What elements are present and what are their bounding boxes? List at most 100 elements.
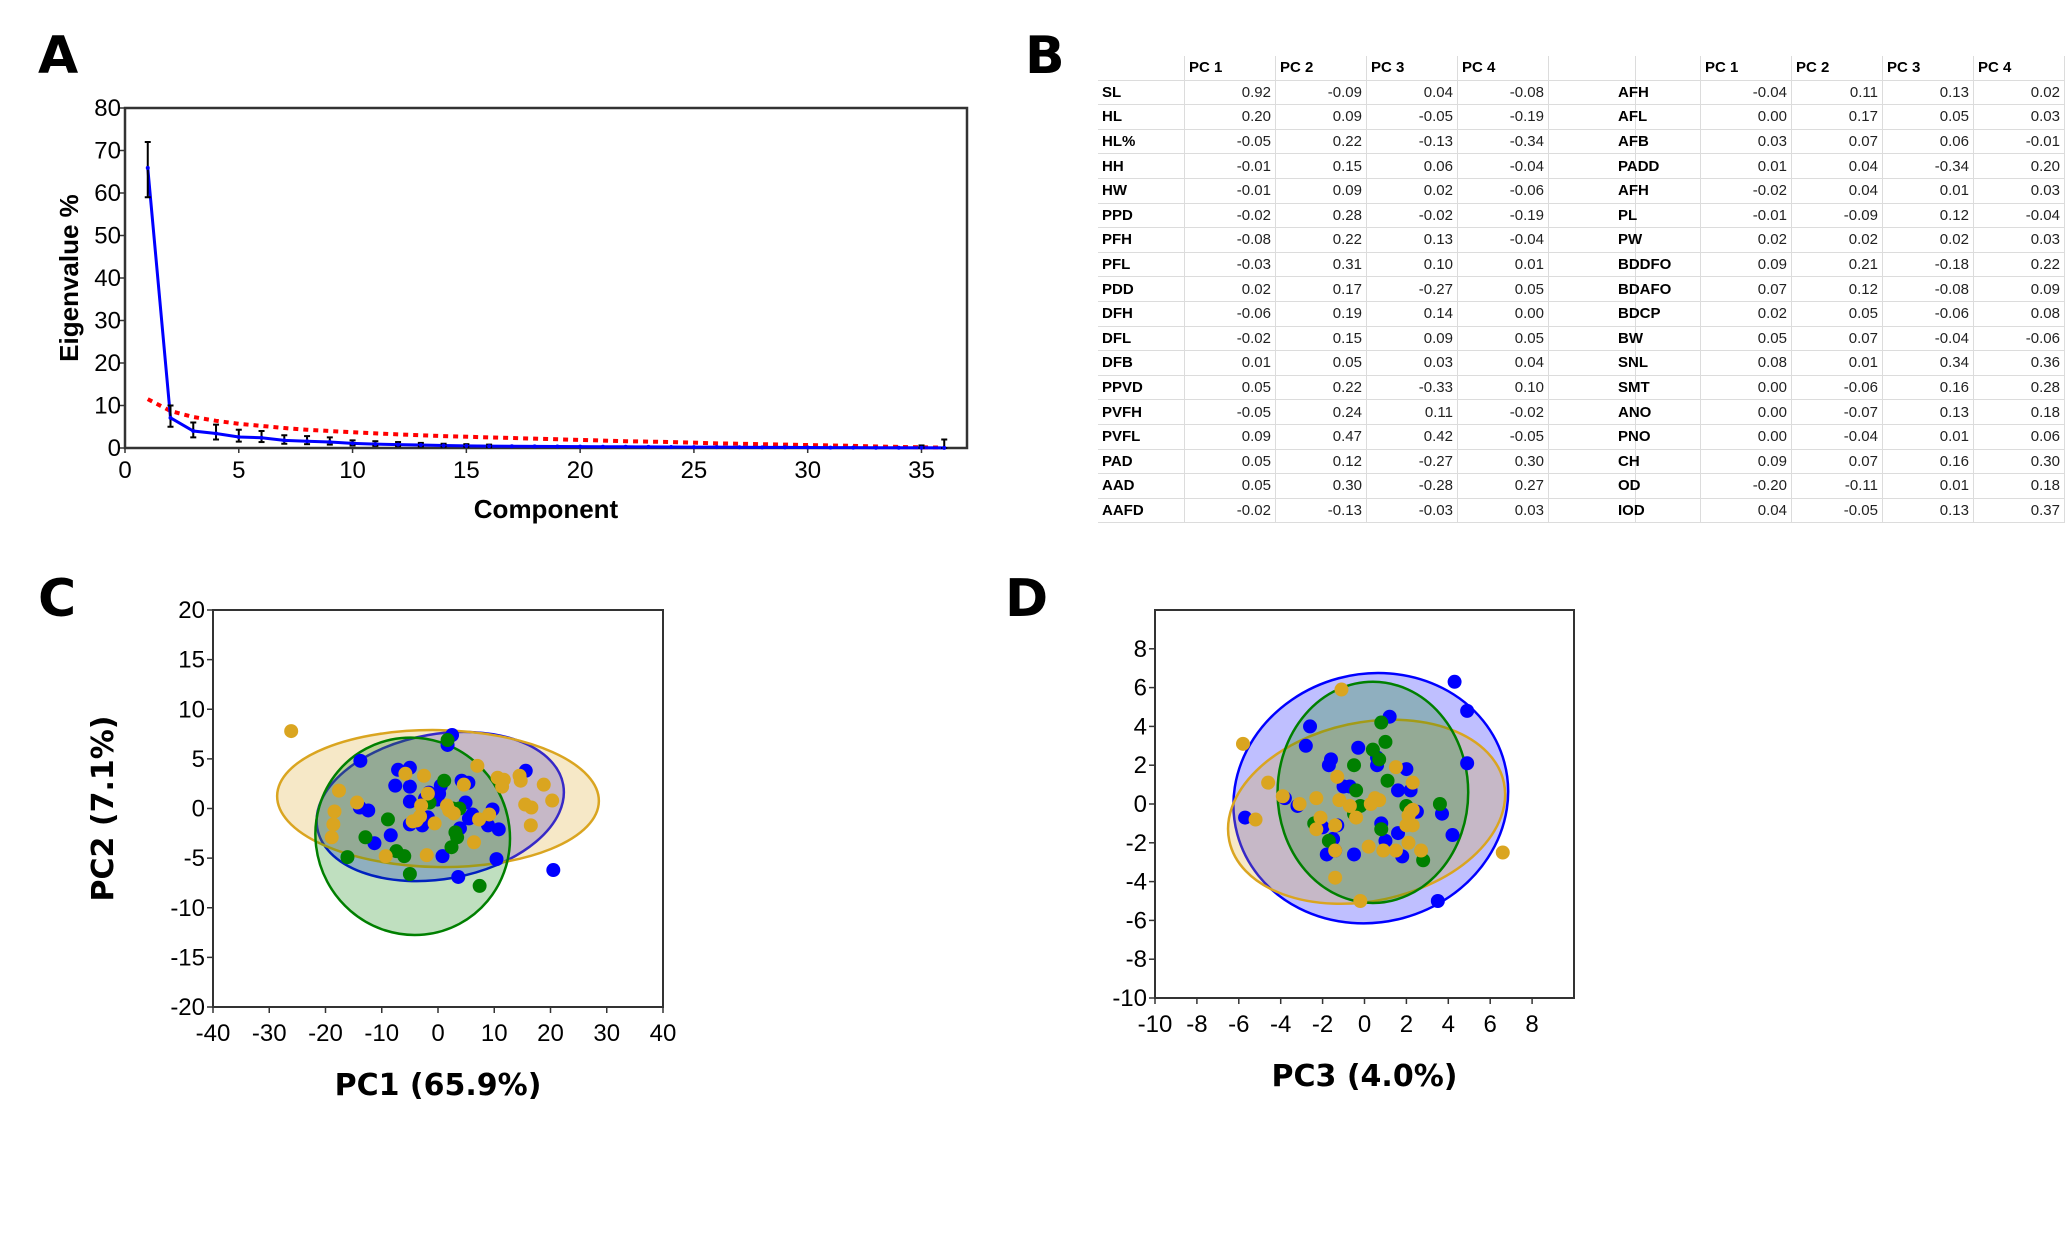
x-tick-label: 20	[537, 1020, 564, 1047]
data-point-group-3	[513, 773, 528, 788]
loading-value: 0.05	[1184, 473, 1276, 499]
loading-value: 0.07	[1791, 128, 1883, 155]
data-point-group-3	[1328, 818, 1343, 833]
loading-value: 0.10	[1457, 374, 1549, 401]
loading-value: 0.06	[1366, 153, 1458, 179]
table-row: AFH -0.04 0.11 0.13 0.02	[1614, 79, 2065, 106]
data-point-group-1	[546, 863, 561, 878]
data-point-group-2	[1374, 715, 1389, 730]
data-point-group-1	[388, 778, 403, 793]
x-tick-label: 25	[681, 457, 708, 484]
panel-label-c: C	[38, 569, 77, 629]
eigenvalue-point	[168, 415, 173, 420]
eigenvalue-point	[555, 444, 560, 449]
loading-value: 0.09	[1973, 276, 2065, 302]
eigenvalue-point	[714, 445, 719, 450]
loading-value: 0.07	[1791, 325, 1883, 352]
data-point-group-3	[470, 758, 485, 773]
x-tick-label: -8	[1186, 1011, 1207, 1038]
loading-value: 0.02	[1791, 227, 1883, 253]
table-row: IOD 0.04 -0.05 0.13 0.37	[1614, 497, 2065, 524]
data-point-group-3	[414, 798, 429, 813]
variable-name: OD	[1614, 473, 1701, 499]
loading-value: 0.10	[1366, 251, 1458, 278]
variable-name: HL%	[1098, 128, 1185, 155]
loading-value: 0.20	[1973, 153, 2065, 179]
table-row: PPVD 0.05 0.22 -0.33 0.10	[1098, 374, 1636, 401]
data-point-group-1	[1460, 756, 1475, 771]
variable-name: SL	[1098, 79, 1185, 106]
scatter-pc1-pc2: -20 -15 -10 -5 0 5 10 15 20 -40 -30 -20 -10 0 10 20 30 40…	[86, 597, 677, 1103]
header-blank	[1614, 56, 1701, 81]
data-point-group-3	[332, 783, 346, 798]
x-tick-label: 40	[650, 1020, 677, 1047]
loading-value: -0.01	[1184, 177, 1276, 204]
table-row: ANO 0.00 -0.07 0.13 0.18	[1614, 399, 2065, 425]
x-tick-label: -6	[1228, 1011, 1249, 1038]
panel-label-a: A	[38, 26, 79, 86]
loading-value: 0.28	[1275, 202, 1367, 229]
data-point-group-3	[1332, 793, 1347, 808]
data-point-group-2	[1380, 773, 1395, 788]
data-point-group-2	[437, 773, 452, 788]
loading-value: 0.19	[1275, 300, 1367, 327]
loading-value: 0.02	[1700, 227, 1792, 253]
variable-name: AFB	[1614, 128, 1701, 155]
data-point-group-1	[1391, 783, 1406, 798]
variable-name: BDCP	[1614, 300, 1701, 327]
loading-value: -0.08	[1882, 276, 1974, 302]
data-point-group-3	[419, 848, 434, 863]
data-point-group-3	[1363, 797, 1378, 811]
data-point-group-3	[1401, 835, 1416, 850]
loading-value: 0.16	[1882, 448, 1974, 475]
x-tick-label: 2	[1400, 1011, 1413, 1038]
data-point-group-3	[1405, 775, 1420, 790]
data-point-group-3	[350, 795, 364, 810]
eigenvalue-point	[373, 442, 378, 447]
data-point-group-3	[1376, 843, 1391, 858]
loading-value: 0.18	[1973, 399, 2065, 425]
loading-value: 0.30	[1457, 448, 1549, 475]
data-point-group-1	[1298, 738, 1313, 753]
variable-name: PFL	[1098, 251, 1185, 278]
eigenvalue-point	[782, 445, 787, 450]
table-row: PDD 0.02 0.17 -0.27 0.05	[1098, 276, 1636, 302]
data-point-group-3	[1330, 769, 1345, 784]
loading-value: -0.05	[1366, 104, 1458, 130]
data-point-group-2	[380, 812, 395, 827]
y-tick-label: 30	[94, 308, 121, 335]
variable-name: DFL	[1098, 325, 1185, 352]
eigenvalue-point	[669, 444, 674, 449]
loading-value: 0.09	[1700, 251, 1792, 278]
loading-value: 0.03	[1366, 350, 1458, 376]
loading-value: 0.11	[1791, 79, 1883, 106]
variable-name: AFH	[1614, 79, 1701, 106]
data-point-group-2	[340, 850, 355, 865]
loading-value: 0.00	[1700, 374, 1792, 401]
loading-value: 0.03	[1973, 227, 2065, 253]
data-point-group-3	[524, 800, 539, 815]
loading-value: -0.06	[1791, 374, 1883, 401]
variable-name: PNO	[1614, 423, 1701, 450]
data-point-group-3	[467, 835, 481, 850]
data-point-group-2	[1378, 734, 1393, 749]
loading-value: -0.27	[1366, 276, 1458, 302]
loading-value: 0.22	[1275, 128, 1367, 155]
loading-value: 0.09	[1275, 177, 1367, 204]
x-tick-label: -20	[308, 1020, 343, 1047]
table-row: SMT 0.00 -0.06 0.16 0.28	[1614, 374, 2065, 401]
y-tick-label: 0	[192, 796, 205, 823]
x-tick-label: 30	[794, 457, 821, 484]
data-point-group-2	[358, 830, 373, 845]
y-tick-label: 20	[178, 597, 205, 624]
data-point-group-3	[1261, 775, 1276, 790]
table-row: BDAFO 0.07 0.12 -0.08 0.09	[1614, 276, 2065, 302]
loading-value: 0.01	[1700, 153, 1792, 179]
loading-value: 0.37	[1973, 497, 2065, 524]
y-tick-label: -8	[1126, 946, 1147, 973]
data-point-group-3	[1349, 810, 1364, 825]
loading-value: 0.12	[1791, 276, 1883, 302]
data-point-group-3	[284, 724, 299, 739]
loading-value: -0.02	[1366, 202, 1458, 229]
data-point-group-2	[440, 733, 455, 748]
